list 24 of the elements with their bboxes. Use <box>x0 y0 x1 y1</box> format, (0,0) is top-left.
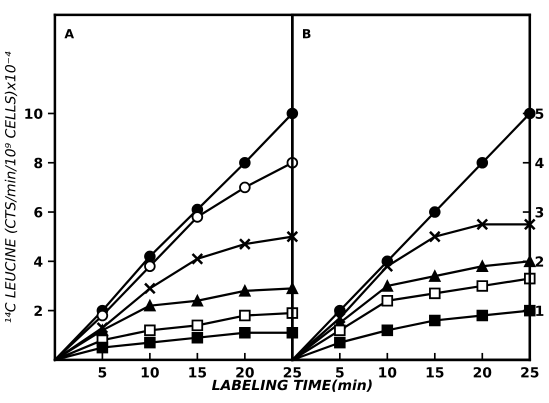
x-tick-label: 5 <box>336 367 344 378</box>
x-tick-label: 15 <box>189 367 206 378</box>
y2-tick-label: 1 <box>536 306 544 316</box>
y-tick-label: 2 <box>34 306 42 316</box>
y2-tick-label: 3 <box>536 207 544 218</box>
x-tick-label: 25 <box>521 367 538 378</box>
x-tick-label: 10 <box>379 367 396 378</box>
x-tick-label: 10 <box>142 367 159 378</box>
y-axis-title: ¹⁴C LEUCINE (CTS/min/10⁹ CELLS)x10⁻⁴ <box>4 52 18 322</box>
annotation: B <box>302 29 310 38</box>
y-tick-label: 10 <box>25 108 42 119</box>
x-tick-label: 20 <box>236 367 254 378</box>
x-tick-label: 20 <box>474 367 492 378</box>
x-tick-label: 15 <box>426 367 444 378</box>
x-tick-label: 25 <box>284 367 302 378</box>
y2-tick-label: 5 <box>536 108 544 119</box>
y-tick-label: 4 <box>34 256 42 267</box>
y2-tick-label: 4 <box>535 158 544 168</box>
y2-tick-label: 2 <box>536 256 544 267</box>
x-axis-title: LABELING TIME(min) <box>212 379 372 392</box>
annotation: A <box>64 29 74 38</box>
x-tick-label: 5 <box>98 367 106 378</box>
y-tick-label: 6 <box>34 207 42 218</box>
y-tick-label: 8 <box>34 158 42 168</box>
